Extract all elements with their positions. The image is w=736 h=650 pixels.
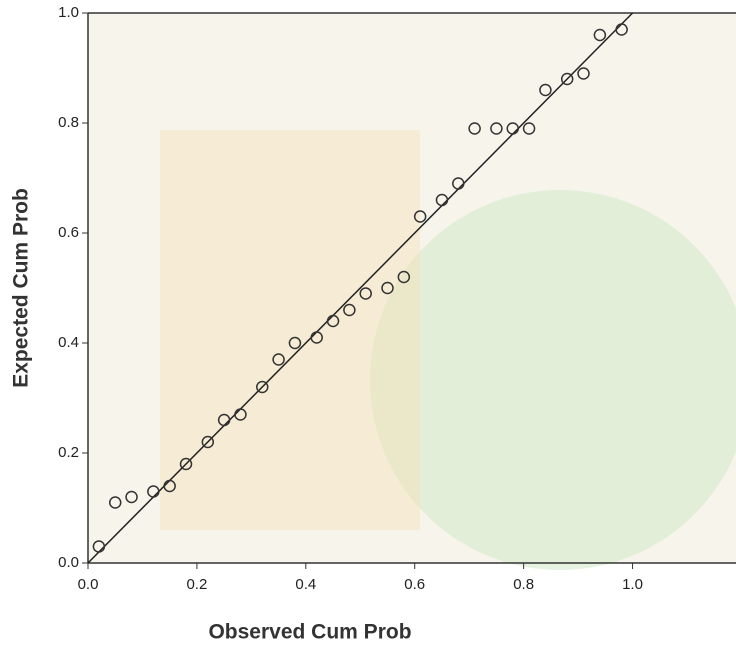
y-tick-label: 0.0 (58, 554, 79, 571)
x-tick-label: 0.4 (295, 576, 316, 593)
x-tick-label: 0.8 (513, 576, 534, 593)
x-tick-label: 0.0 (78, 576, 99, 593)
chart: Observed Cum Prob Expected Cum Prob 0.0 0… (0, 0, 736, 650)
y-tick-label: 0.2 (58, 444, 79, 461)
watermark (370, 190, 736, 570)
watermark (160, 130, 420, 530)
y-tick-label: 0.4 (58, 334, 79, 351)
x-axis-title: Observed Cum Prob (208, 621, 411, 644)
y-tick-label: 0.6 (58, 224, 79, 241)
x-tick-label: 0.6 (404, 576, 425, 593)
y-tick-label: 1.0 (58, 4, 79, 21)
y-tick-label: 0.8 (58, 114, 79, 131)
y-axis-title: Expected Cum Prob (10, 188, 33, 388)
x-tick-label: 0.2 (186, 576, 207, 593)
x-tick-label: 1.0 (622, 576, 643, 593)
